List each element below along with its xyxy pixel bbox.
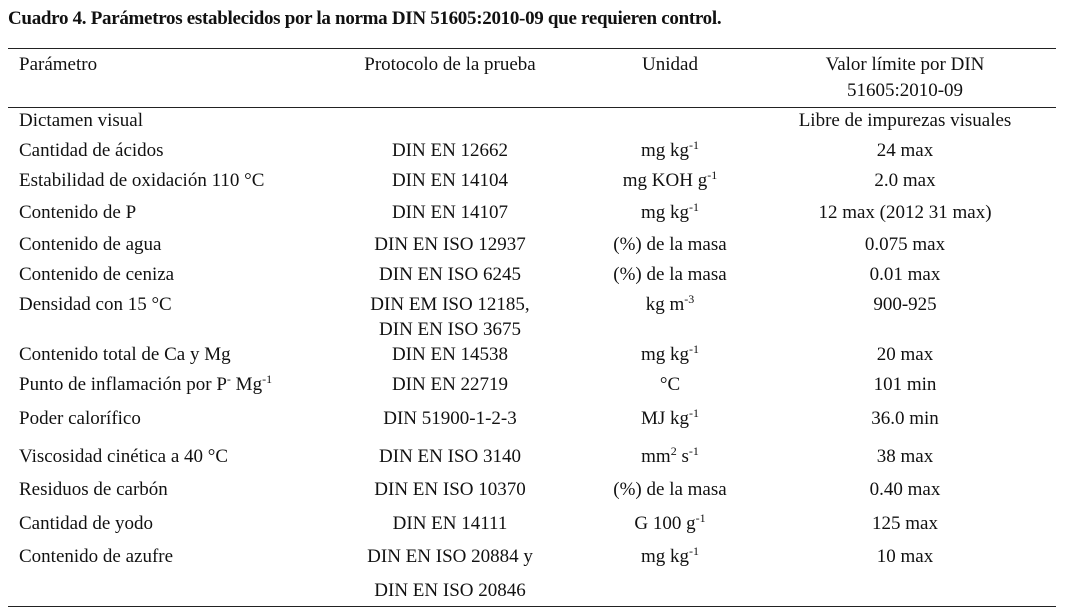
cell-protocol: DIN EN ISO 12937 xyxy=(340,234,560,256)
cell-protocol: DIN 51900-1-2-3 xyxy=(340,408,560,430)
cell-parameter: Punto de inflamación por P- Mg-1 xyxy=(19,372,273,395)
cell-protocol: DIN EM ISO 12185, DIN EN ISO 3675 xyxy=(340,294,560,341)
header-rule xyxy=(8,107,1056,108)
protocol-line: DIN EN ISO 3140 xyxy=(379,446,521,467)
header-value-line2: 51605:2010-09 xyxy=(846,80,964,101)
cell-unit: mg kg-1 xyxy=(640,138,700,161)
table-caption: Cuadro 4. Parámetros establecidos por la… xyxy=(8,8,722,29)
cell-protocol: DIN EN ISO 6245 xyxy=(340,264,560,286)
protocol-line: DIN EN ISO 20884 y xyxy=(367,546,533,567)
protocol-line: DIN EN 14104 xyxy=(391,170,509,191)
protocol-line: DIN EN 22719 xyxy=(391,374,509,395)
cell-value: Libre de impurezas visuales xyxy=(798,110,1012,131)
protocol-line: DIN EN 14111 xyxy=(392,513,508,534)
cell-parameter: Estabilidad de oxidación 110 °C xyxy=(19,170,265,191)
cell-value: 900-925 xyxy=(873,294,937,315)
cell-protocol: DIN EN ISO 3140 xyxy=(340,446,560,468)
cell-protocol: DIN EN ISO 20884 y DIN EN ISO 20846 xyxy=(340,546,560,602)
cell-unit: MJ kg-1 xyxy=(640,406,700,429)
cell-parameter: Dictamen visual xyxy=(19,110,143,131)
cell-value: 12 max (2012 31 max) xyxy=(818,202,992,223)
protocol-line: DIN EN ISO 12937 xyxy=(374,234,526,255)
cell-protocol: DIN EN 22719 xyxy=(340,374,560,396)
protocol-line: DIN EN 12662 xyxy=(391,140,509,161)
cell-protocol: DIN EN 14104 xyxy=(340,170,560,192)
cell-unit: (%) de la masa xyxy=(613,479,727,500)
protocol-line: DIN 51900-1-2-3 xyxy=(383,408,517,429)
protocol-line: DIN EN ISO 3675 xyxy=(379,319,521,340)
cell-unit: mg KOH g-1 xyxy=(622,168,718,191)
header-value-line1: Valor límite por DIN xyxy=(825,54,985,75)
protocol-line: DIN EN ISO 20846 xyxy=(374,580,526,601)
cell-value: 20 max xyxy=(876,344,934,365)
cell-value: 24 max xyxy=(876,140,934,161)
protocol-line: DIN EN ISO 6245 xyxy=(379,264,521,285)
cell-value: 0.075 max xyxy=(864,234,946,255)
cell-value: 10 max xyxy=(876,546,934,567)
cell-value: 101 min xyxy=(873,374,937,395)
cell-unit: °C xyxy=(659,374,681,395)
cell-value: 0.40 max xyxy=(869,479,941,500)
cell-unit: (%) de la masa xyxy=(613,234,727,255)
cell-unit: mg kg-1 xyxy=(640,200,700,223)
cell-parameter: Cantidad de ácidos xyxy=(19,140,164,161)
cell-protocol: DIN EN 14538 xyxy=(340,344,560,366)
cell-unit: (%) de la masa xyxy=(613,264,727,285)
protocol-line: DIN EM ISO 12185, xyxy=(370,294,530,315)
cell-unit: mm2 s-1 xyxy=(641,444,699,467)
cell-parameter: Contenido de P xyxy=(19,202,137,223)
cell-unit: mg kg-1 xyxy=(640,544,700,567)
cell-parameter: Cantidad de yodo xyxy=(19,513,154,534)
cell-unit: kg m-3 xyxy=(645,292,695,315)
cell-protocol: DIN EN 14107 xyxy=(340,202,560,224)
cell-parameter: Residuos de carbón xyxy=(19,479,168,500)
protocol-line: DIN EN ISO 10370 xyxy=(374,479,526,500)
cell-parameter: Densidad con 15 °C xyxy=(19,294,172,315)
cell-parameter: Contenido de agua xyxy=(19,234,162,255)
header-protocol: Protocolo de la prueba xyxy=(364,54,536,75)
top-rule xyxy=(8,48,1056,49)
cell-value: 0.01 max xyxy=(869,264,941,285)
cell-parameter: Contenido total de Ca y Mg xyxy=(19,344,231,365)
cell-protocol: DIN EN ISO 10370 xyxy=(340,479,560,501)
cell-unit: mg kg-1 xyxy=(640,342,700,365)
bottom-rule xyxy=(8,606,1056,607)
protocol-line: DIN EN 14107 xyxy=(391,202,509,223)
protocol-line: DIN EN 14538 xyxy=(391,344,509,365)
header-parameter: Parámetro xyxy=(19,54,98,75)
cell-value: 36.0 min xyxy=(871,408,939,429)
cell-parameter: Contenido de ceniza xyxy=(19,264,175,285)
cell-protocol: DIN EN 14111 xyxy=(340,513,560,535)
cell-value: 125 max xyxy=(872,513,938,534)
cell-parameter: Viscosidad cinética a 40 °C xyxy=(19,446,229,467)
cell-protocol: DIN EN 12662 xyxy=(340,140,560,162)
header-unit: Unidad xyxy=(642,54,698,75)
cell-value: 38 max xyxy=(876,446,934,467)
cell-value: 2.0 max xyxy=(874,170,936,191)
header-value: Valor límite por DIN 51605:2010-09 xyxy=(760,52,1050,104)
cell-parameter: Contenido de azufre xyxy=(19,546,174,567)
cell-unit: G 100 g-1 xyxy=(634,511,706,534)
cell-parameter: Poder calorífico xyxy=(19,408,141,429)
